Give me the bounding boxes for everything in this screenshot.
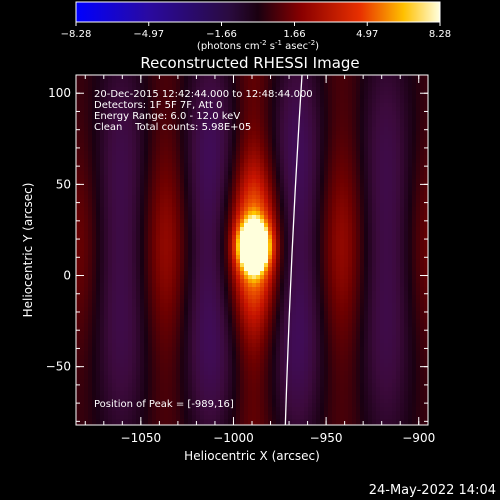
colorbar-tick-label: −1.66 (206, 29, 237, 40)
y-tick-label: 100 (48, 86, 71, 100)
x-axis: −1050 −1000 −950 −900 (84, 75, 435, 445)
y-axis: −50 0 50 100 (46, 74, 428, 422)
x-axis-label: Heliocentric X (arcsec) (184, 449, 320, 463)
y-axis-label: Heliocentric Y (arcsec) (21, 183, 35, 318)
info-energy-range: Energy Range: 6.0 - 12.0 keV (94, 111, 240, 122)
x-tick-label: −900 (402, 431, 435, 445)
colorbar-ticks: −8.28 −4.97 −1.66 1.66 4.97 8.28 (61, 22, 451, 40)
colorbar (75, 1, 441, 23)
colorbar-unit-label: (photons cm-2 s-1 asec-2) (197, 39, 319, 52)
solar-limb-arc (284, 75, 303, 425)
chart-title: Reconstructed RHESSI Image (140, 54, 359, 72)
colorbar-tick-label: 1.66 (283, 29, 305, 40)
heatmap-image (76, 75, 428, 425)
x-tick-label: −1050 (121, 431, 162, 445)
y-tick-label: −50 (46, 360, 71, 374)
y-tick-label: 50 (56, 177, 71, 191)
info-detectors: Detectors: 1F 5F 7F, Att 0 (94, 100, 222, 111)
colorbar-tick-label: −4.97 (133, 29, 164, 40)
colorbar-tick-label: 8.28 (429, 29, 451, 40)
info-clean-counts: Clean Total counts: 5.98E+05 (94, 122, 251, 133)
y-tick-label: 0 (63, 269, 71, 283)
colorbar-tick-label: −8.28 (61, 29, 92, 40)
colorbar-tick-label: 4.97 (356, 29, 378, 40)
x-tick-label: −1000 (213, 431, 254, 445)
info-time-range: 20-Dec-2015 12:42:44.000 to 12:48:44.000 (94, 89, 313, 100)
peak-position-label: Position of Peak = [-989,16] (94, 399, 234, 410)
observation-info: 20-Dec-2015 12:42:44.000 to 12:48:44.000… (94, 89, 313, 133)
x-tick-label: −950 (310, 431, 343, 445)
timestamp: 24-May-2022 14:04 (369, 483, 496, 498)
